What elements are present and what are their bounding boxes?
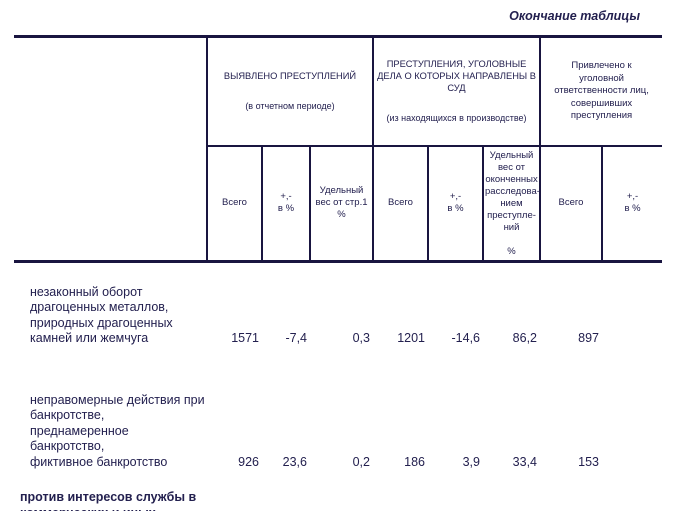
column-header-total-2: Всего [372,145,428,263]
group-title: ПРЕСТУПЛЕНИЯ, УГОЛОВНЫЕ ДЕЛА О КОТОРЫХ Н… [377,59,536,93]
value-cell: 2483 [373,472,428,511]
value-cell: 1160 [540,472,602,511]
group-header-row: ВЫЯВЛЕНО ПРЕСТУПЛЕНИЙ (в отчетном период… [14,36,663,263]
value-cell: -14,6 [451,331,481,345]
table-row: против интересов службы в коммерческих и… [14,472,662,511]
value-cell: -15,0 [262,472,310,511]
group-header-liability: Привлечено к уголовной ответственности л… [539,36,663,147]
table-row: неправомерные действия при банкротстве, … [14,349,662,473]
row-label: незаконный оборот драгоценных металлов, … [30,284,173,346]
row-label: неправомерные действия при банкротстве, … [30,392,205,469]
column-header-share-1: Удельный вес от стр.1 % [309,145,373,263]
value-cell [602,261,662,349]
value-cell: 3,9 [462,454,480,469]
value-cell: 4842 [207,472,262,511]
value-cell: 153 [578,454,600,469]
row-label-header [14,36,208,263]
group-header-court: ПРЕСТУПЛЕНИЯ, УГОЛОВНЫЕ ДЕЛА О КОТОРЫХ Н… [371,36,541,147]
value-cell: -26,8 [428,472,483,511]
value-cell: 1201 [397,331,425,345]
value-cell: -7,4 [285,331,307,345]
value-cell: 62,9 [483,472,540,511]
column-header-change-1: +,- в % [261,145,310,263]
row-label: против интересов службы в коммерческих и… [20,490,197,511]
sub-header-row: Всего +,- в % Удельный вес от стр.1 % Вс… [14,145,663,263]
group-title: ВЫЯВЛЕНО ПРЕСТУПЛЕНИЙ [223,71,357,81]
value-cell [602,349,662,473]
value-cell: 926 [238,454,259,469]
group-subtitle: (из находящихся в производстве) [386,113,527,123]
crime-statistics-table: ВЫЯВЛЕНО ПРЕСТУПЛЕНИЙ (в отчетном период… [14,35,663,511]
value-cell: 0,3 [352,331,370,345]
value-cell: 0,2 [352,454,370,469]
group-subtitle: (в отчетном периоде) [245,101,335,111]
value-cell: 1,0 [310,472,373,511]
column-header-share-2: Удельный вес от оконченных расследова- н… [481,145,541,263]
value-cell: 1571 [231,331,259,345]
value-cell: 897 [578,331,600,345]
column-header-change-2: +,- в % [427,145,483,263]
column-header-change-3: +,- в % [601,145,663,263]
page-title: Окончание таблицы [509,9,640,23]
value-cell: 86,2 [512,331,538,345]
group-title: Привлечено к уголовной ответственности л… [554,60,649,121]
column-header-total-1: Всего [207,145,262,263]
group-header-detected: ВЫЯВЛЕНО ПРЕСТУПЛЕНИЙ (в отчетном период… [207,36,373,147]
value-cell: 23,6 [282,454,307,469]
table-row: незаконный оборот драгоценных металлов, … [14,261,662,349]
column-header-total-3: Всего [539,145,603,263]
value-cell [602,472,662,511]
value-cell: 186 [404,454,425,469]
value-cell: 33,4 [512,454,538,469]
